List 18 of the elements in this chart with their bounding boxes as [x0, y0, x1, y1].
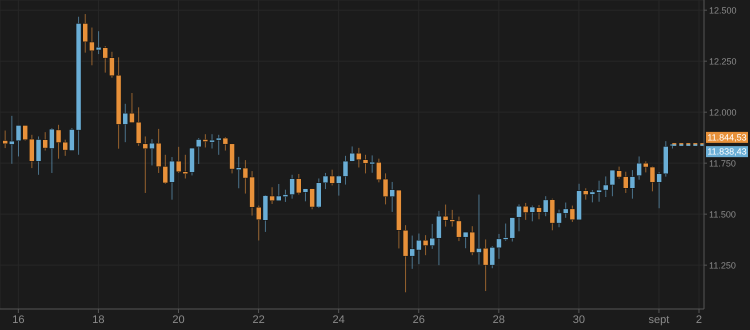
x-tick-label: 2 — [696, 314, 702, 326]
x-tick-label: 26 — [412, 314, 425, 326]
y-tick-label: 11.500 — [709, 209, 736, 220]
x-tick-label: 30 — [572, 314, 586, 326]
x-tick-label: 22 — [252, 314, 265, 326]
y-tick-label: 12.250 — [709, 56, 737, 66]
ref-line-label: 11.844,53 — [707, 132, 747, 142]
y-tick-label: 11.250 — [709, 260, 736, 270]
y-tick-label: 11.750 — [709, 158, 736, 168]
x-tick-label: 24 — [332, 314, 345, 326]
x-tick-label: 20 — [172, 314, 185, 326]
x-tick-label: 18 — [92, 314, 105, 326]
y-tick-label: 12.500 — [709, 5, 737, 16]
ref-line-label: 11.838,43 — [707, 146, 747, 157]
x-tick-label: sept — [648, 314, 670, 326]
y-tick-label: 12.000 — [709, 107, 737, 118]
x-tick-label: 16 — [12, 314, 24, 326]
x-tick-label: 28 — [492, 314, 505, 326]
